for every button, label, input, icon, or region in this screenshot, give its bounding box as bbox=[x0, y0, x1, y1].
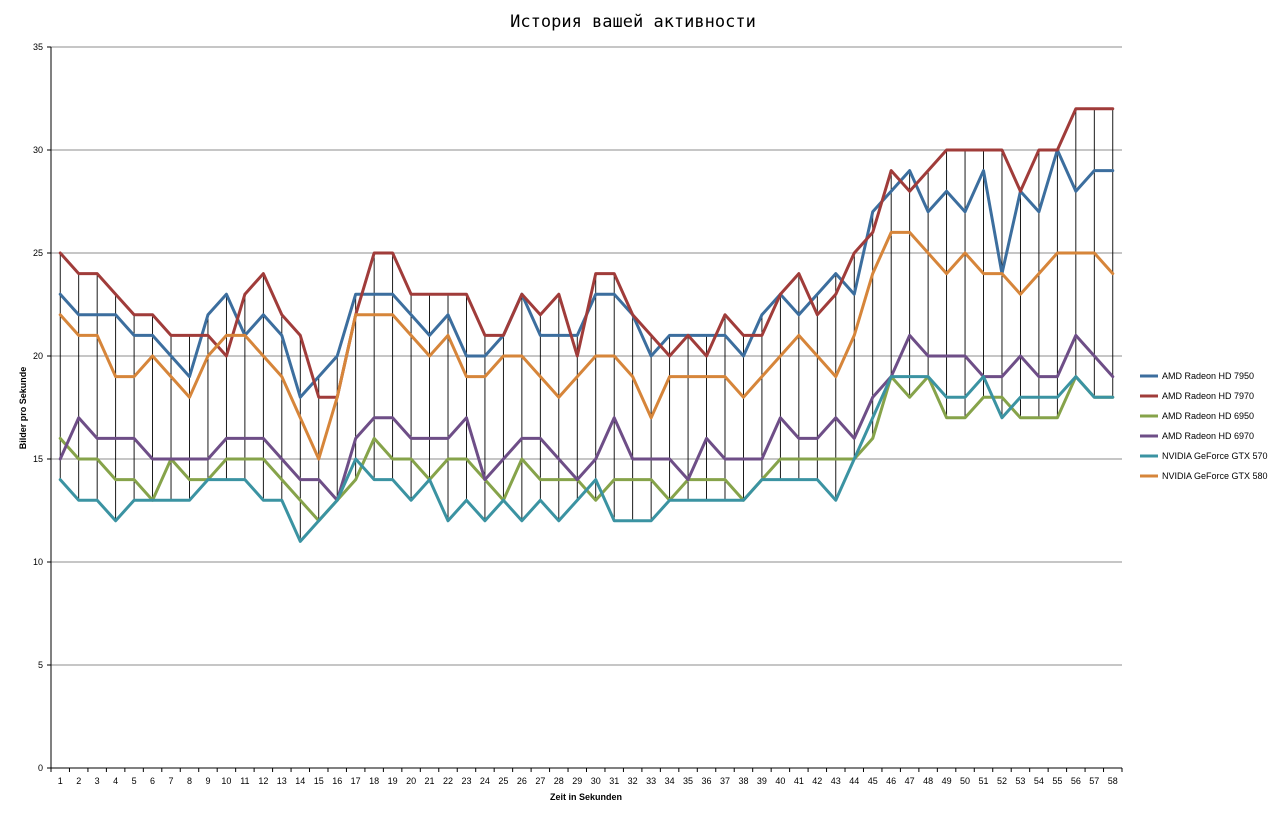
x-tick-label: 46 bbox=[886, 776, 896, 786]
x-tick-label: 31 bbox=[609, 776, 619, 786]
x-tick-label: 9 bbox=[205, 776, 210, 786]
x-tick-label: 12 bbox=[258, 776, 268, 786]
x-tick-label: 57 bbox=[1089, 776, 1099, 786]
x-tick-label: 10 bbox=[221, 776, 231, 786]
legend-entry: AMD Radeon HD 7970 bbox=[1162, 391, 1254, 401]
x-tick-label: 30 bbox=[591, 776, 601, 786]
y-axis-label: Bilder pro Sekunde bbox=[18, 367, 28, 450]
x-tick-label: 34 bbox=[665, 776, 675, 786]
x-tick-label: 42 bbox=[812, 776, 822, 786]
x-tick-label: 28 bbox=[554, 776, 564, 786]
y-tick-label: 30 bbox=[33, 145, 43, 155]
x-tick-labels: 1 2 3 4 5 6 7 8 9 10 11 12 13 14 15 16 17 18 19 20 21 22 23 24 2… bbox=[50, 768, 1123, 786]
x-tick-label: 6 bbox=[150, 776, 155, 786]
x-tick-label: 19 bbox=[388, 776, 398, 786]
x-tick-label: 33 bbox=[646, 776, 656, 786]
x-tick-label: 40 bbox=[775, 776, 785, 786]
x-tick-label: 8 bbox=[187, 776, 192, 786]
legend-entry: AMD Radeon HD 7950 bbox=[1162, 371, 1254, 381]
x-tick-label: 41 bbox=[794, 776, 804, 786]
series-line-6 bbox=[58, 230, 1115, 461]
series-line-5 bbox=[58, 375, 1115, 543]
x-tick-label: 50 bbox=[960, 776, 970, 786]
x-tick-label: 2 bbox=[76, 776, 81, 786]
x-tick-label: 55 bbox=[1052, 776, 1062, 786]
y-tick-label: 0 bbox=[38, 763, 43, 773]
x-tick-label: 38 bbox=[738, 776, 748, 786]
x-tick-label: 5 bbox=[132, 776, 137, 786]
y-tick-label: 20 bbox=[33, 351, 43, 361]
x-tick-label: 54 bbox=[1034, 776, 1044, 786]
x-tick-label: 21 bbox=[425, 776, 435, 786]
x-tick-label: 51 bbox=[979, 776, 989, 786]
x-tick-label: 43 bbox=[831, 776, 841, 786]
x-tick-label: 4 bbox=[113, 776, 118, 786]
series-line-2 bbox=[58, 107, 1115, 399]
series-line-4 bbox=[58, 333, 1115, 502]
grid bbox=[50, 46, 1122, 769]
x-axis-label: Zeit in Sekunden bbox=[550, 792, 622, 802]
x-tick-label: 48 bbox=[923, 776, 933, 786]
y-tick-labels: 0 5 10 15 20 25 30 35 bbox=[33, 42, 51, 773]
x-tick-label: 35 bbox=[683, 776, 693, 786]
x-tick-label: 58 bbox=[1108, 776, 1118, 786]
x-tick-label: 27 bbox=[535, 776, 545, 786]
x-tick-label: 56 bbox=[1071, 776, 1081, 786]
x-tick-label: 45 bbox=[868, 776, 878, 786]
y-tick-label: 5 bbox=[38, 660, 43, 670]
x-tick-label: 26 bbox=[517, 776, 527, 786]
x-tick-label: 47 bbox=[905, 776, 915, 786]
x-tick-label: 44 bbox=[849, 776, 859, 786]
x-tick-label: 37 bbox=[720, 776, 730, 786]
x-tick-label: 32 bbox=[628, 776, 638, 786]
chart-title: История вашей активности bbox=[510, 12, 756, 32]
x-tick-label: 7 bbox=[169, 776, 174, 786]
legend-entry: NVIDIA GeForce GTX 570 bbox=[1162, 451, 1268, 461]
x-tick-label: 24 bbox=[480, 776, 490, 786]
legend: AMD Radeon HD 7950 AMD Radeon HD 7970 AMD … bbox=[1140, 371, 1268, 481]
x-tick-label: 49 bbox=[942, 776, 952, 786]
series-lines bbox=[58, 107, 1115, 543]
x-tick-label: 29 bbox=[572, 776, 582, 786]
legend-entry: AMD Radeon HD 6950 bbox=[1162, 411, 1254, 421]
x-tick-label: 14 bbox=[295, 776, 305, 786]
y-tick-label: 10 bbox=[33, 557, 43, 567]
x-tick-label: 17 bbox=[351, 776, 361, 786]
series-line-1 bbox=[58, 148, 1115, 399]
x-tick-label: 1 bbox=[58, 776, 63, 786]
x-tick-label: 15 bbox=[314, 776, 324, 786]
x-tick-label: 16 bbox=[332, 776, 342, 786]
legend-entry: AMD Radeon HD 6970 bbox=[1162, 431, 1254, 441]
y-tick-label: 35 bbox=[33, 42, 43, 52]
x-tick-label: 13 bbox=[277, 776, 287, 786]
y-tick-label: 15 bbox=[33, 454, 43, 464]
x-tick-label: 22 bbox=[443, 776, 453, 786]
x-tick-label: 36 bbox=[702, 776, 712, 786]
x-tick-label: 25 bbox=[498, 776, 508, 786]
x-tick-label: 39 bbox=[757, 776, 767, 786]
x-tick-label: 52 bbox=[997, 776, 1007, 786]
x-tick-label: 11 bbox=[240, 776, 249, 786]
x-tick-label: 53 bbox=[1015, 776, 1025, 786]
y-tick-label: 25 bbox=[33, 248, 43, 258]
x-tick-label: 3 bbox=[95, 776, 100, 786]
x-tick-label: 18 bbox=[369, 776, 379, 786]
x-tick-label: 23 bbox=[461, 776, 471, 786]
drop-lines bbox=[59, 108, 1114, 542]
legend-entry: NVIDIA GeForce GTX 580 bbox=[1162, 471, 1268, 481]
x-tick-label: 20 bbox=[406, 776, 416, 786]
